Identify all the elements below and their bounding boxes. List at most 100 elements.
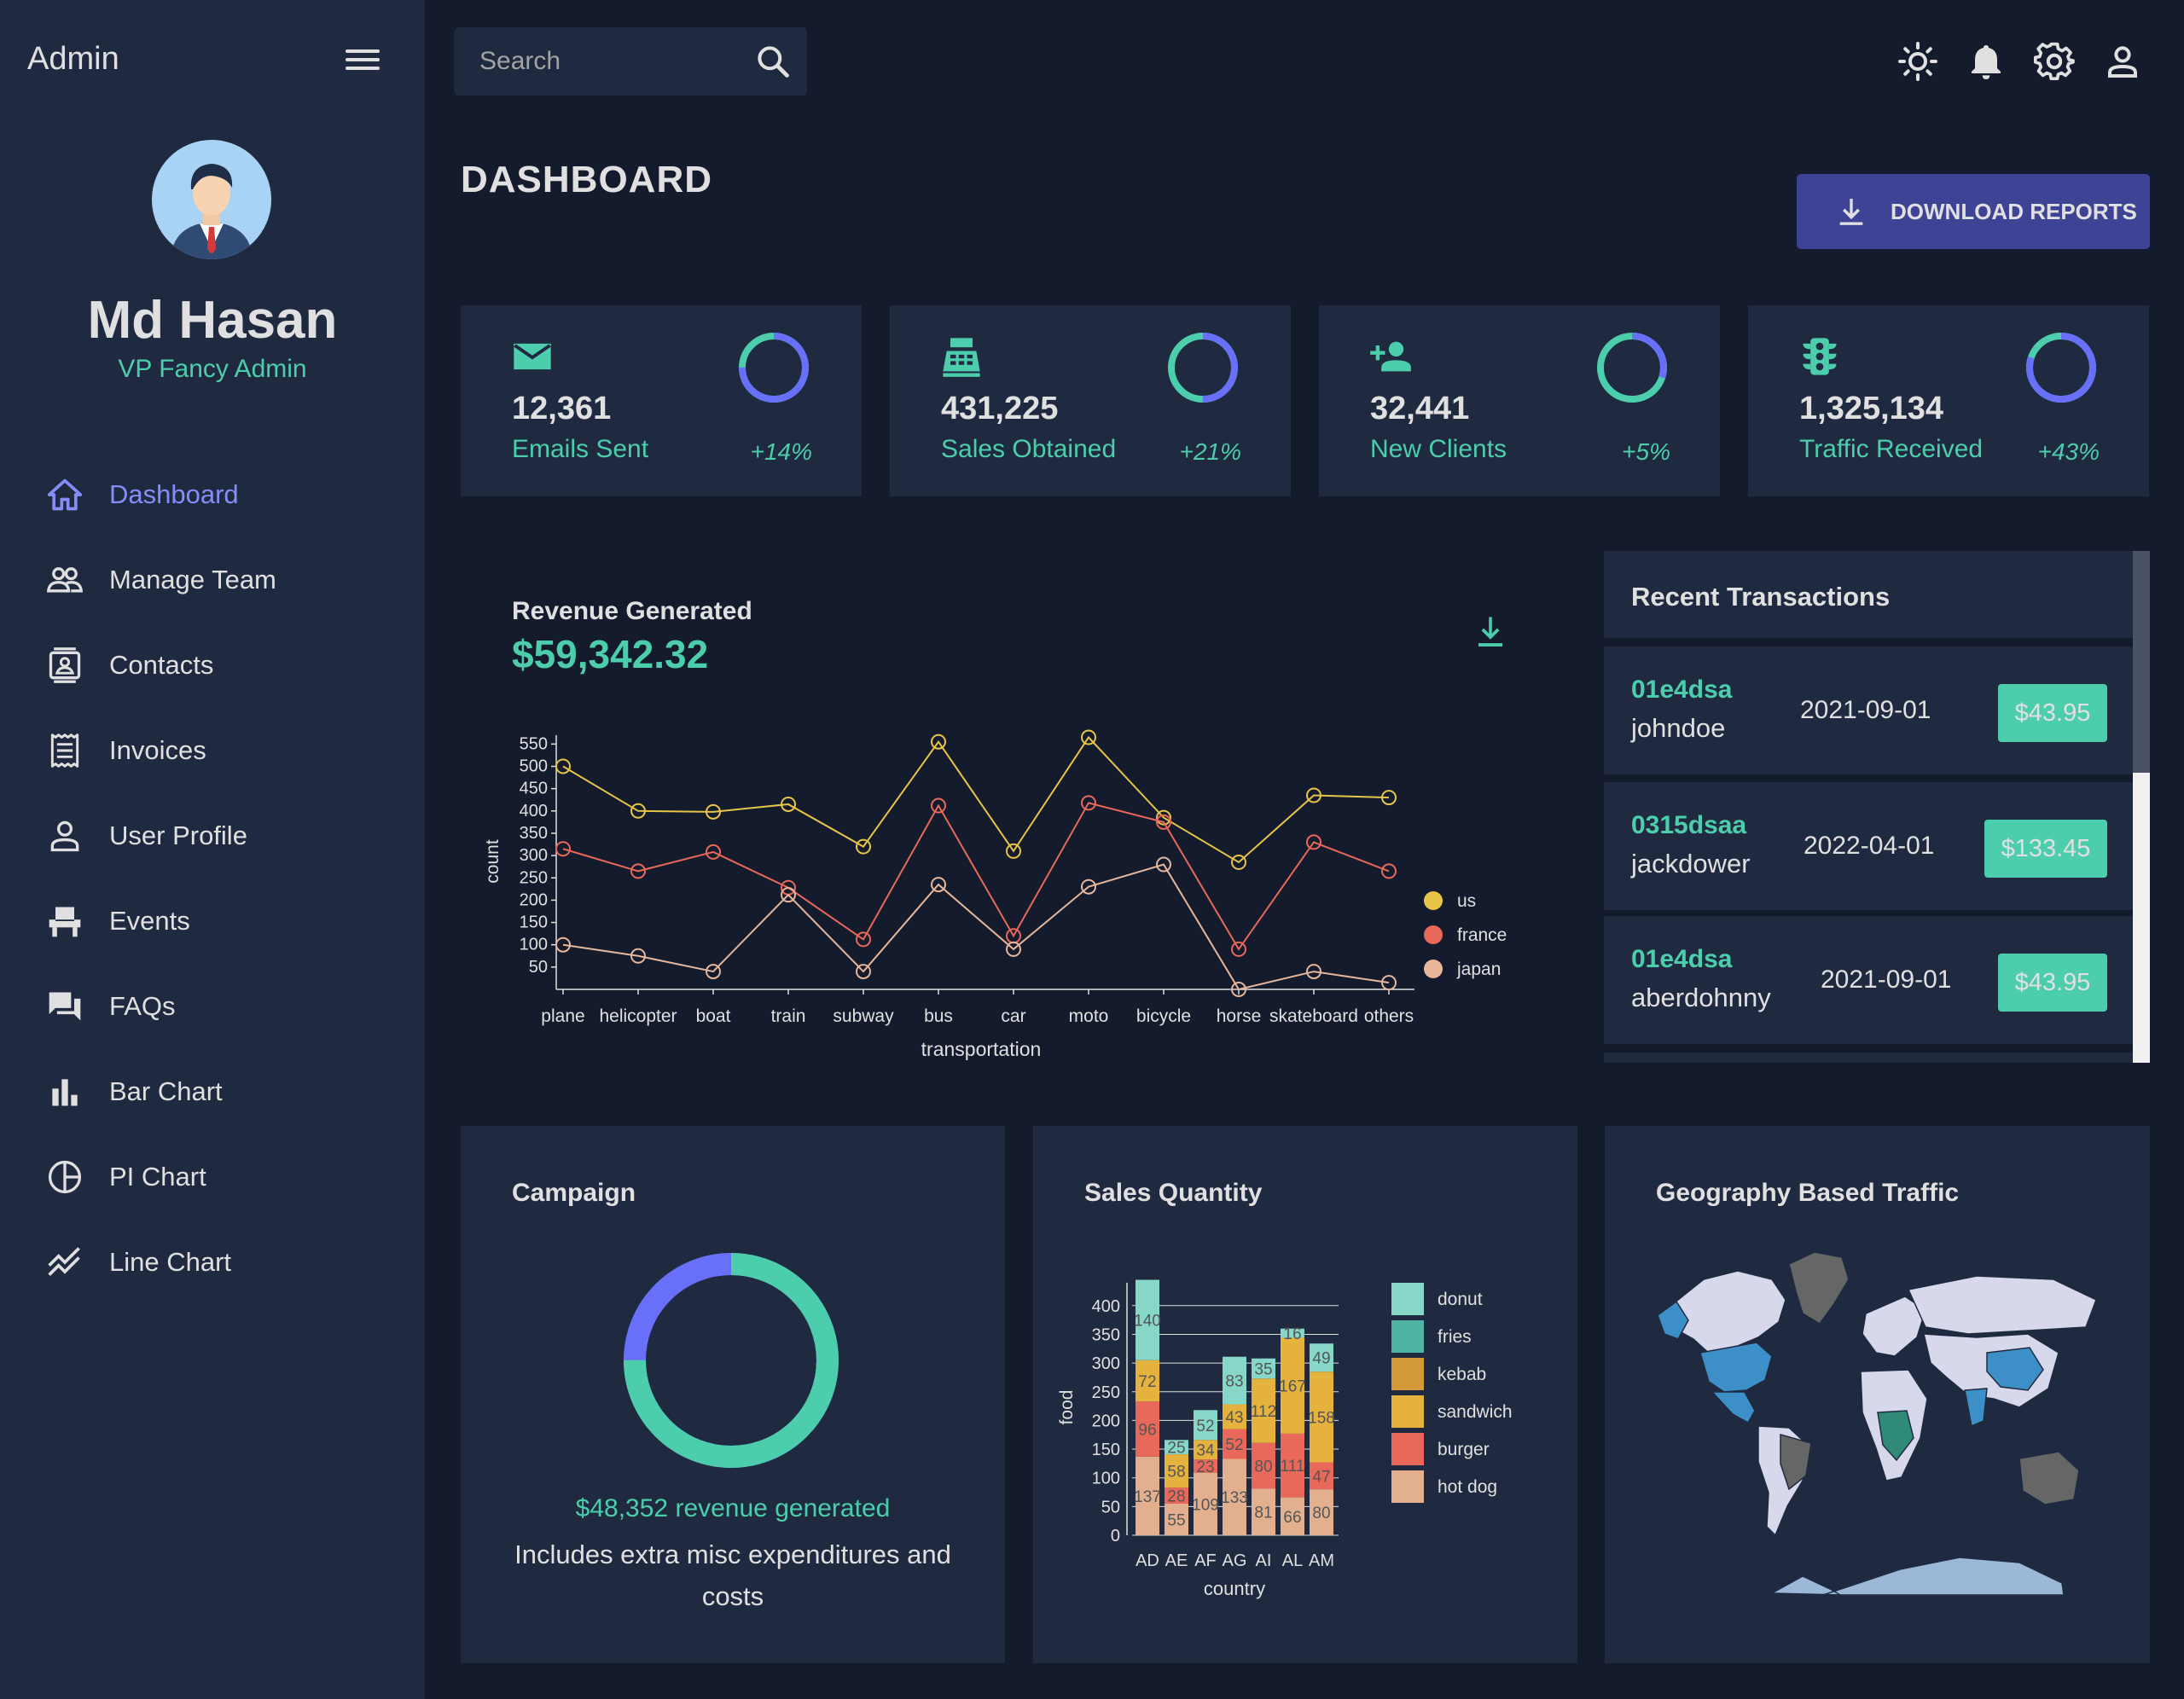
transaction-row[interactable]: 01e4dsa aberdohnny 2021-09-01 $43.95: [1604, 916, 2133, 1044]
sidebar-item-label: Dashboard: [109, 479, 239, 509]
y-tick-label: 100: [1092, 1470, 1120, 1488]
y-tick-label: 400: [520, 802, 548, 821]
legend-swatch: [1391, 1433, 1424, 1465]
bar-segment-donut: [1252, 1358, 1275, 1379]
user-role: VP Fancy Admin: [118, 355, 307, 383]
legend-swatch: [1391, 1470, 1424, 1503]
y-tick-label: 400: [1092, 1297, 1120, 1316]
sidebar-item-pi-chart[interactable]: PI Chart: [0, 1134, 425, 1220]
account-icon[interactable]: [2102, 41, 2143, 82]
y-tick-label: 0: [1111, 1527, 1120, 1545]
bar-value-label: 52: [1196, 1418, 1214, 1435]
campaign-revenue: $48,352 revenue generated: [575, 1494, 891, 1522]
notifications-icon[interactable]: [1966, 41, 2007, 82]
stat-card-traffic: 1,325,134 Traffic Received +43%: [1748, 305, 2149, 496]
settings-icon[interactable]: [2034, 41, 2075, 82]
transaction-row[interactable]: 01e4dsa johndoe 2021-09-01 $43.95: [1604, 647, 2133, 774]
x-tick-label: moto: [1069, 1006, 1109, 1026]
map-region-brazil: [1780, 1434, 1812, 1491]
transaction-row[interactable]: 0315dsaa jackdower 2022-04-01 $133.45: [1604, 782, 2133, 910]
data-point: [1156, 809, 1171, 826]
x-tick-label: AI: [1256, 1551, 1272, 1570]
y-axis-label: food: [1057, 1390, 1077, 1425]
bar-segment-sandwich: [1136, 1360, 1159, 1402]
data-point: [1081, 795, 1096, 811]
sales-quantity-panel: Sales Quantity 0 50 100 150 200 250 300 350 400 1…: [1033, 1126, 1577, 1663]
stat-progress-ring: [1597, 333, 1667, 403]
download-icon: [1839, 199, 1863, 225]
data-point: [1231, 941, 1246, 957]
y-tick-label: 200: [520, 890, 548, 909]
x-tick-label: plane: [541, 1006, 584, 1026]
bar-value-label: 55: [1167, 1511, 1185, 1529]
campaign-progress-ring: [624, 1253, 839, 1468]
data-point: [1231, 854, 1246, 870]
legend-label: us: [1457, 891, 1476, 911]
bar-value-label: 111: [1281, 1458, 1305, 1476]
menu-icon-bar: [346, 58, 380, 61]
scrollbar-thumb[interactable]: [2133, 551, 2150, 773]
bar-value-label: 140: [1134, 1313, 1161, 1331]
sidebar-item-label: Invoices: [109, 735, 206, 765]
bar-value-label: 28: [1167, 1488, 1185, 1506]
sidebar-item-manage-team[interactable]: Manage Team: [0, 537, 425, 623]
stat-card-emails: 12,361 Emails Sent +14%: [461, 305, 862, 496]
map-region-australia: [2018, 1451, 2080, 1505]
menu-toggle-button[interactable]: [341, 44, 384, 78]
stat-increase: +21%: [1179, 438, 1241, 465]
sidebar-item-faqs[interactable]: FAQs: [0, 964, 425, 1049]
stat-label: Sales Obtained: [941, 435, 1117, 463]
bar-segment-sandwich: [1165, 1454, 1188, 1488]
x-tick-label: skateboard: [1269, 1006, 1358, 1026]
sidebar-item-label: Contacts: [109, 650, 214, 680]
series-line-japan: [562, 863, 1390, 991]
sidebar-item-user-profile[interactable]: User Profile: [0, 793, 425, 878]
search-input[interactable]: [479, 27, 735, 96]
bar-segment-sandwich: [1194, 1440, 1217, 1460]
sidebar-item-bar-chart[interactable]: Bar Chart: [0, 1049, 425, 1134]
search-icon[interactable]: [754, 43, 792, 80]
sidebar-item-label: User Profile: [109, 821, 247, 850]
bar-value-label: 52: [1225, 1436, 1243, 1454]
sidebar-item-label: PI Chart: [109, 1162, 206, 1192]
transaction-row-partial: [1604, 1052, 2133, 1063]
data-point: [1381, 790, 1397, 806]
transaction-cost: $133.45: [1984, 820, 2107, 878]
series-line-us: [562, 735, 1390, 864]
bar-value-label: 158: [1308, 1409, 1335, 1427]
download-reports-button[interactable]: DOWNLOAD REPORTS: [1797, 174, 2150, 249]
bar-segment-sandwich: [1252, 1378, 1275, 1443]
map-region-central-africa: [1877, 1410, 1914, 1462]
revenue-title: Revenue Generated: [512, 597, 752, 625]
legend-swatch: [1391, 1395, 1424, 1428]
data-point: [1081, 878, 1096, 895]
x-tick-label: AD: [1136, 1551, 1159, 1570]
pie-chart-icon: [48, 1160, 82, 1194]
data-point: [1081, 729, 1096, 745]
x-tick-label: horse: [1217, 1006, 1262, 1026]
legend-swatch: [1391, 1283, 1424, 1315]
stat-increase: +43%: [2037, 438, 2100, 465]
download-reports-label: DOWNLOAD REPORTS: [1891, 198, 2137, 224]
stat-value: 32,441: [1370, 391, 1470, 426]
bar-value-label: 167: [1279, 1378, 1306, 1396]
legend-marker: [1424, 960, 1443, 978]
sidebar-item-dashboard[interactable]: Dashboard: [0, 452, 425, 537]
series-line-france: [562, 802, 1390, 951]
sidebar-item-line-chart[interactable]: Line Chart: [0, 1220, 425, 1305]
sidebar-item-contacts[interactable]: Contacts: [0, 623, 425, 708]
bar-value-label: 80: [1312, 1505, 1330, 1522]
sidebar-item-events[interactable]: Events: [0, 878, 425, 964]
transaction-id: 0315dsaa: [1631, 811, 1747, 839]
point-of-sale-icon: [943, 338, 980, 377]
avatar[interactable]: [152, 140, 271, 259]
geography-panel: Geography Based Traffic: [1605, 1126, 2150, 1663]
download-icon[interactable]: [1472, 614, 1508, 650]
sidebar-item-invoices[interactable]: Invoices: [0, 708, 425, 793]
bar-segment-donut: [1136, 1279, 1159, 1360]
stat-value: 12,361: [512, 391, 612, 426]
light-mode-icon[interactable]: [1897, 41, 1938, 82]
transaction-cost: $43.95: [1998, 684, 2107, 742]
bar-segment-hot-dog: [1136, 1456, 1159, 1535]
data-point: [1006, 941, 1021, 957]
